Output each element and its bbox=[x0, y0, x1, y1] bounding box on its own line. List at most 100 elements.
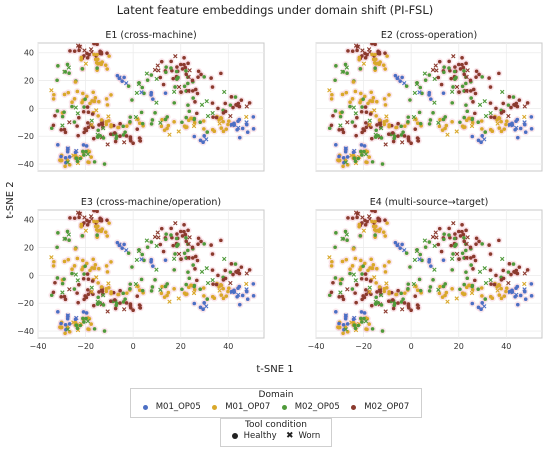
healthy-point bbox=[518, 293, 523, 298]
worn-point bbox=[156, 235, 161, 240]
healthy-point bbox=[131, 141, 135, 145]
healthy-point bbox=[374, 128, 378, 133]
worn-point bbox=[105, 142, 110, 147]
worn-point bbox=[378, 126, 384, 131]
healthy-point bbox=[461, 65, 466, 70]
healthy-point bbox=[79, 55, 84, 60]
healthy-point bbox=[467, 116, 471, 121]
worn-point bbox=[384, 281, 389, 286]
healthy-point bbox=[488, 294, 493, 299]
healthy-point bbox=[333, 109, 338, 113]
healthy-point bbox=[499, 296, 504, 301]
healthy-point bbox=[477, 72, 481, 77]
healthy-point bbox=[223, 268, 228, 273]
worn-point bbox=[507, 123, 513, 128]
healthy-point bbox=[219, 116, 224, 121]
worn-point bbox=[483, 113, 489, 119]
healthy-point bbox=[415, 248, 419, 252]
healthy-point bbox=[160, 117, 164, 122]
healthy-point bbox=[442, 65, 446, 69]
healthy-point bbox=[376, 51, 380, 56]
worn-point bbox=[432, 243, 437, 249]
worn-point bbox=[49, 88, 54, 93]
healthy-point bbox=[63, 70, 68, 74]
healthy-point bbox=[506, 103, 511, 107]
x-tick-label: −40 bbox=[30, 342, 47, 351]
healthy-point bbox=[109, 291, 113, 296]
worn-point bbox=[482, 137, 487, 142]
healthy-point bbox=[523, 297, 528, 302]
healthy-point bbox=[460, 62, 464, 67]
worn-point bbox=[522, 271, 527, 276]
healthy-point bbox=[501, 109, 506, 114]
healthy-point bbox=[357, 222, 362, 227]
healthy-point bbox=[441, 91, 446, 95]
healthy-point bbox=[447, 59, 451, 64]
healthy-point bbox=[126, 251, 131, 255]
worn-point bbox=[88, 214, 94, 219]
worn-point bbox=[65, 160, 71, 165]
worn-point bbox=[199, 102, 205, 107]
healthy-point bbox=[370, 219, 374, 224]
healthy-point bbox=[118, 301, 122, 305]
healthy-point bbox=[72, 120, 77, 124]
healthy-point bbox=[118, 121, 122, 126]
healthy-point bbox=[202, 75, 206, 79]
healthy-point bbox=[345, 71, 349, 76]
healthy-point bbox=[373, 43, 377, 47]
healthy-point bbox=[81, 310, 86, 314]
healthy-point bbox=[529, 282, 534, 286]
healthy-point bbox=[497, 238, 501, 243]
worn-point bbox=[154, 267, 159, 272]
healthy-point bbox=[121, 300, 126, 304]
healthy-point bbox=[195, 278, 199, 283]
healthy-point bbox=[139, 277, 144, 282]
healthy-point bbox=[124, 301, 129, 305]
healthy-point bbox=[219, 293, 224, 297]
healthy-point bbox=[103, 63, 108, 67]
healthy-point bbox=[88, 101, 92, 106]
healthy-point bbox=[191, 96, 195, 100]
healthy-point bbox=[98, 134, 103, 138]
healthy-point bbox=[95, 37, 99, 41]
healthy-point bbox=[216, 106, 220, 111]
healthy-point bbox=[359, 316, 363, 321]
healthy-point bbox=[464, 270, 468, 274]
healthy-point bbox=[99, 285, 104, 289]
healthy-point bbox=[399, 291, 404, 296]
healthy-point bbox=[386, 299, 391, 303]
healthy-point bbox=[216, 273, 220, 278]
healthy-point bbox=[114, 303, 118, 308]
healthy-point bbox=[81, 276, 86, 281]
healthy-point bbox=[441, 258, 446, 262]
healthy-point bbox=[353, 326, 358, 331]
healthy-point bbox=[415, 121, 420, 125]
healthy-point bbox=[350, 120, 355, 124]
healthy-point bbox=[82, 153, 86, 157]
point-halo bbox=[372, 36, 379, 43]
legend-label: Healthy bbox=[243, 431, 277, 441]
healthy-point bbox=[231, 105, 235, 110]
worn-point bbox=[205, 113, 211, 119]
panel-4: E4 (multi-source→target) −40 −20 0 20 40 bbox=[308, 197, 543, 351]
y-tick-label: −20 bbox=[17, 132, 34, 141]
healthy-point bbox=[104, 264, 109, 268]
worn-point bbox=[85, 319, 91, 324]
healthy-point bbox=[192, 120, 197, 125]
healthy-point bbox=[92, 52, 96, 57]
healthy-point bbox=[473, 111, 477, 116]
worn-point bbox=[204, 266, 209, 271]
worn-point bbox=[167, 132, 172, 137]
healthy-point bbox=[427, 73, 432, 77]
healthy-point bbox=[341, 155, 346, 160]
healthy-point bbox=[130, 98, 134, 102]
healthy-point bbox=[449, 76, 453, 81]
healthy-point bbox=[140, 121, 145, 126]
worn-point bbox=[228, 113, 233, 119]
healthy-point bbox=[383, 67, 388, 71]
healthy-point bbox=[465, 255, 469, 260]
healthy-point bbox=[103, 230, 108, 234]
healthy-point bbox=[186, 285, 191, 290]
healthy-point bbox=[462, 236, 466, 240]
